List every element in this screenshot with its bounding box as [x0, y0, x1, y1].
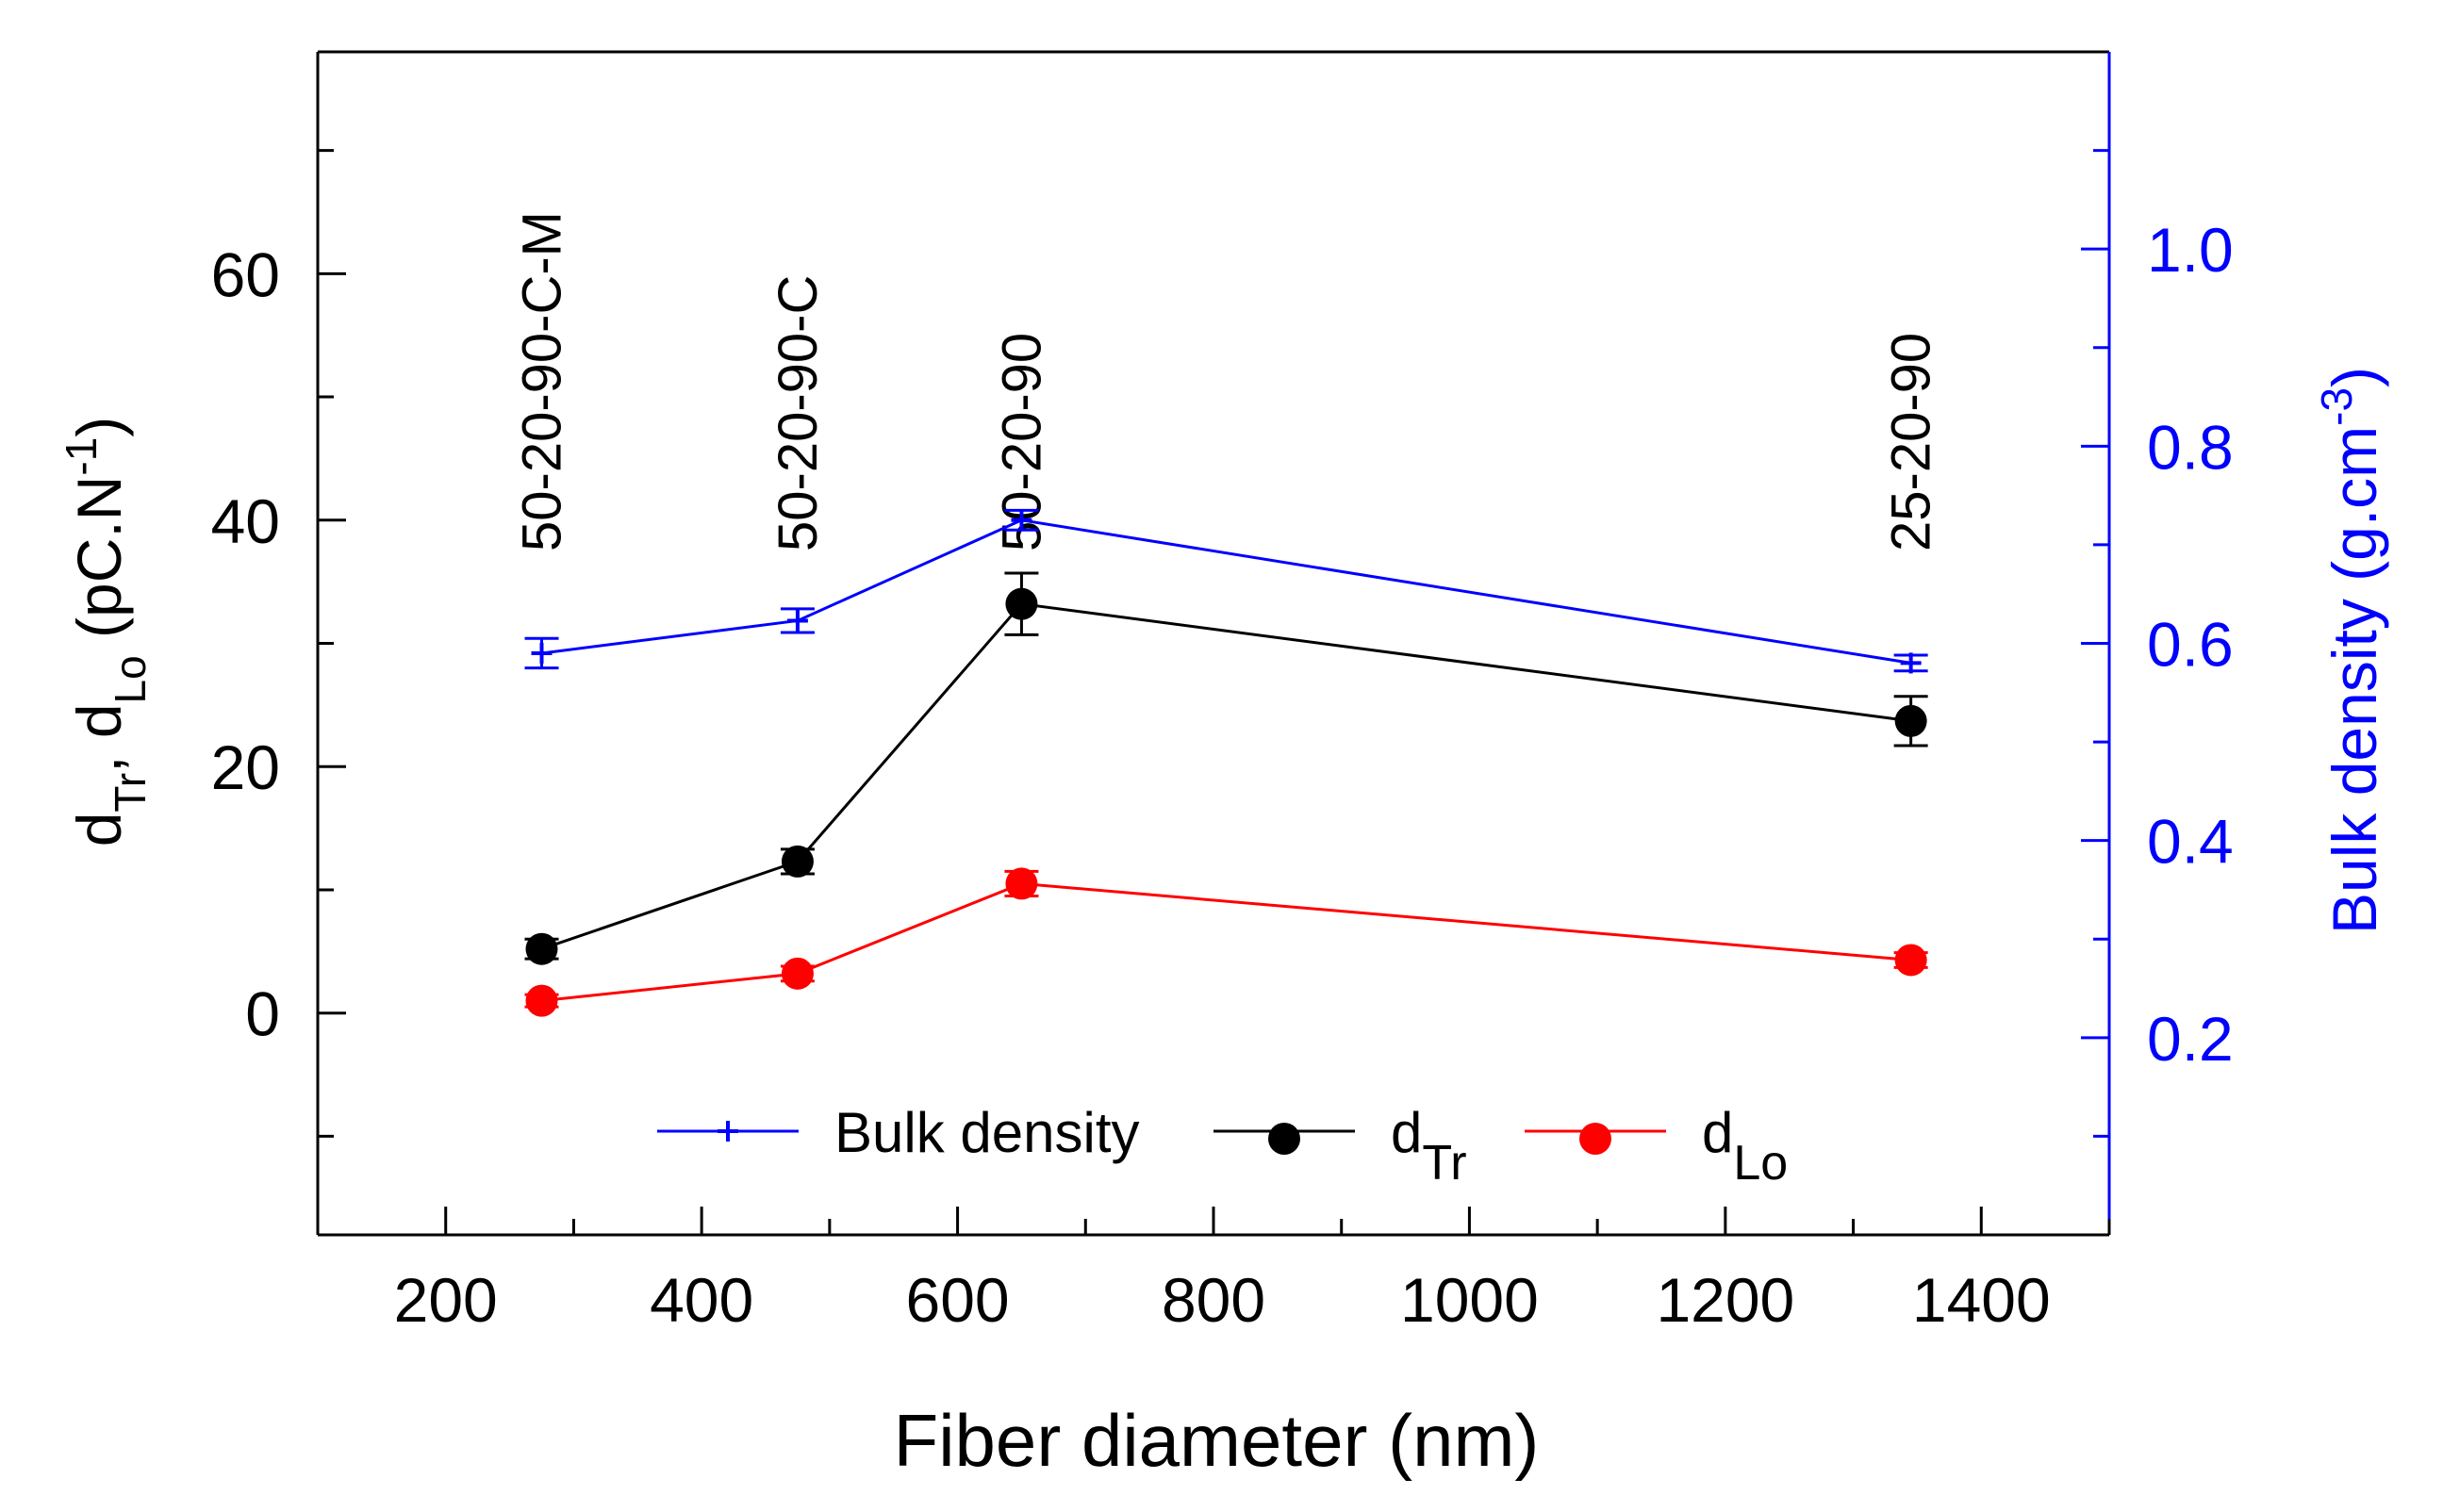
data-point	[781, 845, 814, 878]
x-tick-label: 1000	[1400, 1265, 1539, 1335]
y-right-tick-label: 0.2	[2147, 1004, 2234, 1074]
x-tick-label: 1200	[1656, 1265, 1794, 1335]
legend-item: Bulk density	[657, 1101, 1140, 1164]
series-line	[541, 518, 1911, 665]
y-right-axis: 0.2 0.4 0.6 0.8 1.0	[2081, 149, 2234, 1138]
y-left-title-sub2: Lo	[106, 655, 155, 703]
y-left-tick-label: 0	[245, 979, 280, 1049]
legend-label: dTr	[1391, 1101, 1467, 1191]
y-right-tick-label: 1.0	[2147, 215, 2234, 285]
sample-label: 25-20-90	[1881, 333, 1942, 551]
y-left-tick-label: 40	[211, 486, 280, 556]
y-right-title-close: )	[2319, 367, 2389, 387]
legend-label-main: d	[1391, 1101, 1422, 1164]
series-line	[541, 881, 1911, 1003]
sample-label: 50-20-90-C	[768, 275, 829, 551]
y-left-title-unit: (pC.N	[64, 476, 134, 656]
data-point	[1894, 944, 1927, 977]
legend: Bulk density dTr dLo	[657, 1101, 1788, 1191]
data-point	[525, 984, 558, 1017]
series-group	[524, 571, 1928, 965]
data-point	[525, 932, 558, 965]
x-axis: 200 400 600 800 1000 1200 1400	[316, 1207, 2111, 1335]
sample-label: 50-20-90-C-M	[512, 211, 573, 551]
series-line	[541, 602, 1911, 951]
y-left-title-main: d	[64, 813, 134, 847]
y-right-tick-label: 0.4	[2147, 807, 2234, 877]
legend-label: Bulk density	[834, 1101, 1140, 1164]
x-axis-title: Fiber diameter (nm)	[894, 1399, 1540, 1482]
legend-marker	[1579, 1123, 1611, 1155]
y-left-axis-title: dTr, dLo (pC.N-1)	[57, 417, 155, 847]
legend-label-main: d	[1702, 1101, 1733, 1164]
legend-label-sub: Tr	[1422, 1136, 1466, 1191]
y-right-tick-label: 0.8	[2147, 412, 2234, 482]
y-right-tick-label: 0.6	[2147, 610, 2234, 680]
x-tick-label: 200	[394, 1265, 498, 1335]
legend-label: dLo	[1702, 1101, 1788, 1191]
sample-labels: 50-20-90-C-M 50-20-90-C 50-20-90 25-20-90	[512, 211, 1942, 551]
y-left-title-sup: -1	[57, 437, 106, 476]
y-left-axis: 0 20 40 60	[211, 149, 346, 1138]
legend-marker	[1268, 1123, 1300, 1155]
data-point	[1894, 704, 1927, 737]
legend-item: dLo	[1525, 1101, 1788, 1191]
legend-item: dTr	[1213, 1101, 1467, 1191]
plot-frame	[316, 50, 2111, 1237]
y-left-tick-label: 60	[211, 239, 280, 309]
data-point	[781, 957, 814, 990]
y-left-title-sep: , d	[64, 703, 134, 772]
legend-label-sub: Lo	[1733, 1136, 1788, 1191]
series	[524, 508, 1928, 1017]
y-right-axis-title: Bulk density (g.cm-3)	[2312, 367, 2389, 934]
x-tick-label: 600	[906, 1265, 1010, 1335]
y-left-tick-label: 20	[211, 732, 280, 802]
series-group	[524, 508, 1928, 674]
data-point	[1005, 867, 1038, 900]
legend-label-main: Bulk density	[834, 1101, 1140, 1164]
y-left-title-sub1: Tr	[106, 773, 155, 813]
y-right-title-sup: -3	[2312, 387, 2361, 426]
x-tick-label: 1400	[1912, 1265, 2051, 1335]
y-left-title-close: )	[64, 417, 134, 437]
y-right-title-main: Bulk density (g.cm	[2319, 426, 2389, 934]
series-group	[524, 867, 1928, 1017]
data-point	[1005, 587, 1038, 620]
x-tick-label: 800	[1162, 1265, 1265, 1335]
x-tick-label: 400	[650, 1265, 753, 1335]
